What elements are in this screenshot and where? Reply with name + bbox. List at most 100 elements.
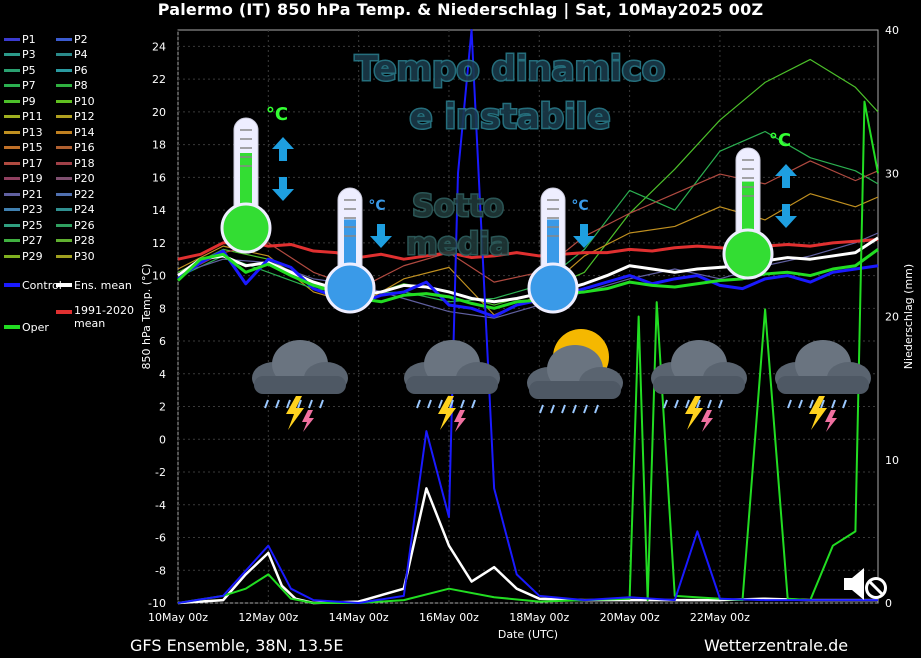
legend-label: P18 [74, 156, 95, 170]
y2-axis-label: Niederschlag (mm) [902, 264, 915, 369]
x-tick-label: 18May 00z [509, 611, 569, 624]
legend-label: P22 [74, 187, 95, 201]
y-tick-label: 14 [152, 204, 166, 217]
mute-icon[interactable] [838, 558, 890, 610]
y-tick-label: 18 [152, 139, 166, 152]
x-tick-label: 20May 00z [600, 611, 660, 624]
y2-tick-label: 40 [885, 24, 899, 37]
y-tick-label: 22 [152, 73, 166, 86]
legend-label: P21 [22, 187, 43, 201]
cloud-base [653, 376, 745, 394]
legend-swatch [56, 208, 72, 211]
lightning-bolt-small [302, 410, 314, 432]
lightning-bolt [286, 396, 304, 430]
legend-item: P24 [56, 203, 95, 217]
rain-drop [583, 404, 588, 414]
legend-swatch [4, 283, 20, 287]
y2-tick-label: 10 [885, 454, 899, 467]
legend-swatch [56, 53, 72, 56]
storm-cloud-icon-3 [651, 340, 747, 432]
legend-item: P4 [56, 48, 88, 62]
legend-item: P14 [56, 125, 95, 139]
legend-swatch [4, 223, 20, 227]
legend-label: P23 [22, 203, 43, 216]
legend-item: P29 [4, 249, 43, 263]
legend-item: P27 [4, 234, 43, 248]
legend-label: P30 [74, 249, 95, 263]
rain-drop [718, 399, 723, 409]
thermometer-fill [240, 153, 252, 218]
legend-swatch [4, 84, 20, 87]
legend-swatch [4, 37, 20, 41]
legend-label: P19 [22, 172, 43, 185]
rain-drop [264, 399, 269, 409]
legend-label: P26 [74, 218, 95, 232]
legend-label: 1991-2020 mean [74, 304, 134, 330]
y2-tick-label: 30 [885, 167, 899, 180]
thermometer-cold-1-icon [324, 187, 376, 314]
legend-label: P2 [74, 32, 88, 46]
legend-item: P13 [4, 125, 43, 139]
unit-label-warm-1: °C [266, 104, 288, 125]
legend-swatch [4, 53, 20, 56]
subtitle-line-2: media [406, 227, 510, 262]
chart-title: Palermo (IT) 850 hPa Temp. & Niederschla… [157, 0, 764, 19]
legend-swatch [56, 161, 72, 165]
legend-label: P8 [74, 79, 88, 92]
arrow-down-icon-3 [573, 224, 595, 248]
rain-drop [696, 399, 701, 409]
legend-item: Control [4, 278, 62, 292]
legend-item: P26 [56, 218, 95, 232]
y-tick-label: -8 [155, 564, 166, 577]
legend-item: P30 [56, 249, 95, 263]
legend-swatch [56, 177, 72, 180]
rain-drop [561, 404, 566, 414]
lightning-bolt-small [701, 410, 713, 432]
lightning-bolt-small [454, 410, 466, 432]
legend-label: P27 [22, 234, 43, 247]
x-tick-label: 16May 00z [419, 611, 479, 624]
x-tick-label: 22May 00z [690, 611, 750, 624]
rain-drop [275, 399, 280, 409]
rain-drop [663, 399, 668, 409]
rain-drop [286, 399, 291, 409]
legend-swatch [4, 161, 20, 165]
rain-drop [572, 404, 577, 414]
rain-drop [438, 399, 443, 409]
rain-drop [787, 399, 792, 409]
y-tick-label: 6 [159, 335, 166, 348]
legend-item: P25 [4, 218, 43, 232]
precip-line-control [177, 29, 878, 604]
y-tick-label: 8 [159, 302, 166, 315]
cloud-base [529, 381, 621, 399]
rain-drop [297, 399, 302, 409]
legend-item: P17 [4, 156, 43, 170]
thermometer-bulb [722, 228, 774, 280]
legend-swatch [56, 283, 72, 287]
legend-item: P11 [4, 110, 43, 124]
unit-label-cold-1: °C [368, 198, 385, 214]
y2-tick-label: 20 [885, 311, 899, 324]
y-axis-label: 850 hPa Temp. (°C) [140, 264, 153, 370]
thermometer-warm-2-icon [722, 147, 774, 280]
legend-label: P29 [22, 249, 43, 263]
legend-item: Oper [4, 320, 49, 334]
legend-label: P13 [22, 125, 43, 139]
legend-swatch [56, 84, 72, 87]
legend-item: P21 [4, 187, 43, 201]
legend-label: P1 [22, 32, 36, 46]
thermometer-bulb [324, 262, 376, 314]
y-tick-label: 24 [152, 40, 166, 53]
y-tick-label: 20 [152, 106, 166, 119]
storm-cloud-icon-1 [252, 340, 348, 432]
legend-swatch [4, 254, 20, 258]
legend-label: P15 [22, 141, 43, 154]
rain-drop [471, 399, 476, 409]
sun-cloud-icon [527, 329, 623, 414]
y2-tick-label: 0 [885, 597, 892, 610]
y-tick-label: 2 [159, 401, 166, 414]
y-tick-label: -2 [155, 466, 166, 479]
y-tick-label: -4 [155, 499, 166, 512]
